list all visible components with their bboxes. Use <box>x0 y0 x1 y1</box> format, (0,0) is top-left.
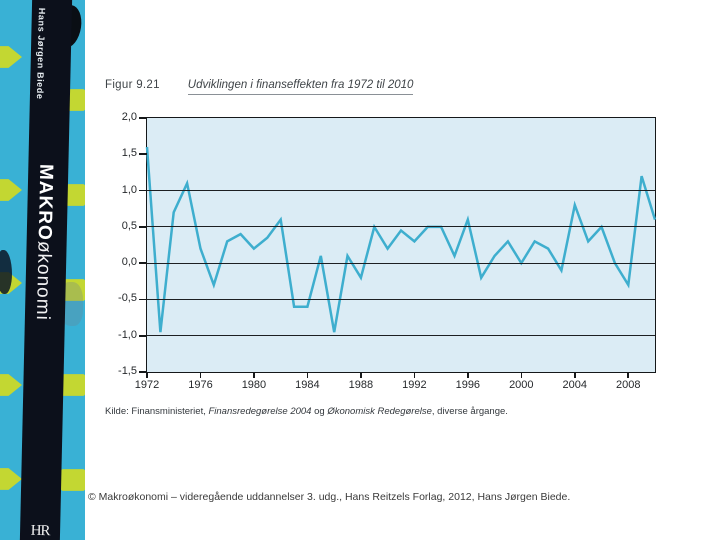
y-axis-tick <box>139 153 147 156</box>
figure-label: Figur 9.21 <box>105 79 160 91</box>
y-axis-tick-label: 2,0 <box>121 111 137 123</box>
cover-pattern-diamond <box>0 46 22 68</box>
x-axis-tick <box>573 372 576 378</box>
figure-header: Figur 9.21 Udviklingen i finanseffekten f… <box>105 79 414 95</box>
gridline <box>147 189 655 192</box>
cover-author-text: Hans Jørgen Biede <box>34 7 47 100</box>
x-axis-tick-label: 1988 <box>348 379 374 391</box>
x-axis-tick <box>146 372 148 378</box>
y-axis-tick <box>139 226 147 228</box>
y-axis-tick-label: 1,5 <box>121 147 137 160</box>
x-axis-tick <box>627 372 630 378</box>
y-axis-tick-label: 1,0 <box>121 183 137 196</box>
x-axis-tick-label: 2008 <box>616 379 641 391</box>
cover-book-title: MAKROøkonomi <box>31 164 57 321</box>
cover-pattern-diamond <box>0 179 22 201</box>
source-mid: og <box>311 406 328 417</box>
figure-title: Udviklingen i finanseffekten fra 1972 ti… <box>187 79 414 95</box>
cover-title-okonomi: økonomi <box>31 240 55 321</box>
x-axis-tick <box>467 372 469 378</box>
gridline <box>147 335 655 337</box>
x-axis-tick-label: 1996 <box>455 379 481 391</box>
y-axis-tick-label: 0,0 <box>121 256 137 269</box>
x-axis-tick-label: 1992 <box>402 379 427 391</box>
y-axis-tick-label: -1,5 <box>118 365 137 377</box>
x-axis-tick <box>199 372 202 378</box>
x-axis-tick <box>306 372 309 378</box>
y-axis-tick-label: -0,5 <box>118 292 137 305</box>
y-axis-tick <box>139 371 147 373</box>
y-axis-tick <box>139 334 147 337</box>
data-line-finanseffekt <box>145 146 657 333</box>
y-axis-tick <box>139 189 147 192</box>
cover-pattern-diamond <box>0 374 22 396</box>
cover-art-figure <box>0 250 12 294</box>
x-axis-tick <box>253 372 255 378</box>
gridline <box>147 298 655 301</box>
y-axis-tick-label: 0,5 <box>121 219 137 232</box>
x-axis-tick-label: 1984 <box>295 379 320 391</box>
publisher-logo: HR <box>30 522 50 540</box>
gridline <box>147 262 655 264</box>
gridline <box>147 226 655 228</box>
x-axis-tick-label: 2004 <box>562 379 588 391</box>
source-prefix: Kilde: Finansministeriet, <box>105 406 209 417</box>
source-suffix: , diverse årgange. <box>431 406 508 417</box>
x-axis-tick <box>520 372 523 378</box>
y-axis-tick <box>139 298 147 301</box>
cover-title-makro: MAKRO <box>33 163 57 241</box>
x-axis-tick-label: 1980 <box>241 379 267 391</box>
x-axis-tick-label: 2000 <box>509 379 534 391</box>
x-axis-tick-label: 1976 <box>188 379 213 391</box>
x-axis-tick-label: 1972 <box>134 379 160 391</box>
x-axis-tick <box>360 372 362 378</box>
copyright-note: © Makroøkonomi – videregående uddannelse… <box>88 491 571 503</box>
source-note: Kilde: Finansministeriet, Finansredegøre… <box>105 406 508 417</box>
source-italic-2: Økonomisk Redegørelse <box>327 406 432 417</box>
line-plot <box>145 146 657 333</box>
cover-pattern-diamond <box>0 468 22 490</box>
y-axis-tick-label: -1,0 <box>118 328 137 341</box>
chart-area: 2,0 1,5 1,0 0,5 0,0 -0,5 -1,0 -1,5 1972 1976 1980 1… <box>118 111 657 391</box>
y-axis-tick <box>139 117 147 119</box>
x-axis-tick <box>413 372 416 378</box>
book-cover-sidebar: Hans Jørgen Biede MAKROøkonomi HR <box>0 0 85 540</box>
cover-spine-band: Hans Jørgen Biede MAKROøkonomi HR <box>19 0 73 540</box>
source-italic-1: Finansredegørelse 2004 <box>208 406 312 417</box>
y-axis-tick <box>139 262 147 264</box>
